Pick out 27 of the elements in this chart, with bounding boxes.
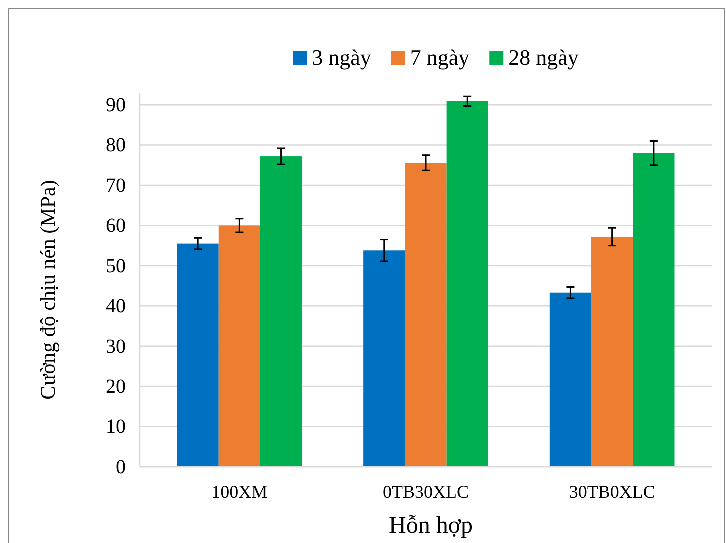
y-tick-label: 10 [106, 416, 126, 438]
y-tick-label: 40 [106, 296, 126, 318]
x-tick-label: 0TB30XLC [382, 482, 470, 502]
legend-label: 3 ngày [312, 45, 372, 70]
bar [260, 156, 302, 467]
y-tick-label: 0 [116, 456, 126, 478]
legend-label: 28 ngày [508, 45, 579, 70]
y-tick-label: 50 [106, 255, 126, 278]
bar [364, 250, 406, 467]
bar [550, 292, 592, 467]
y-axis-title: Cường độ chịu nén (MPa) [36, 180, 60, 400]
bar [177, 244, 219, 467]
y-tick-label: 90 [106, 94, 126, 116]
x-axis-title: Hỗn hợp [388, 513, 474, 539]
y-tick-label: 20 [106, 376, 126, 398]
bar [633, 153, 675, 467]
y-tick-label: 80 [106, 134, 126, 157]
y-tick-label: 70 [106, 174, 126, 197]
bar [446, 101, 488, 467]
y-tick-label: 30 [106, 336, 126, 358]
bar [592, 236, 634, 467]
x-tick-label: 100XM [212, 482, 268, 502]
x-tick-label: 30TB0XLC [569, 482, 656, 502]
bar [218, 226, 260, 467]
y-tick-label: 60 [106, 215, 126, 238]
legend-label: 7 ngày [410, 45, 470, 70]
bar [405, 162, 447, 467]
